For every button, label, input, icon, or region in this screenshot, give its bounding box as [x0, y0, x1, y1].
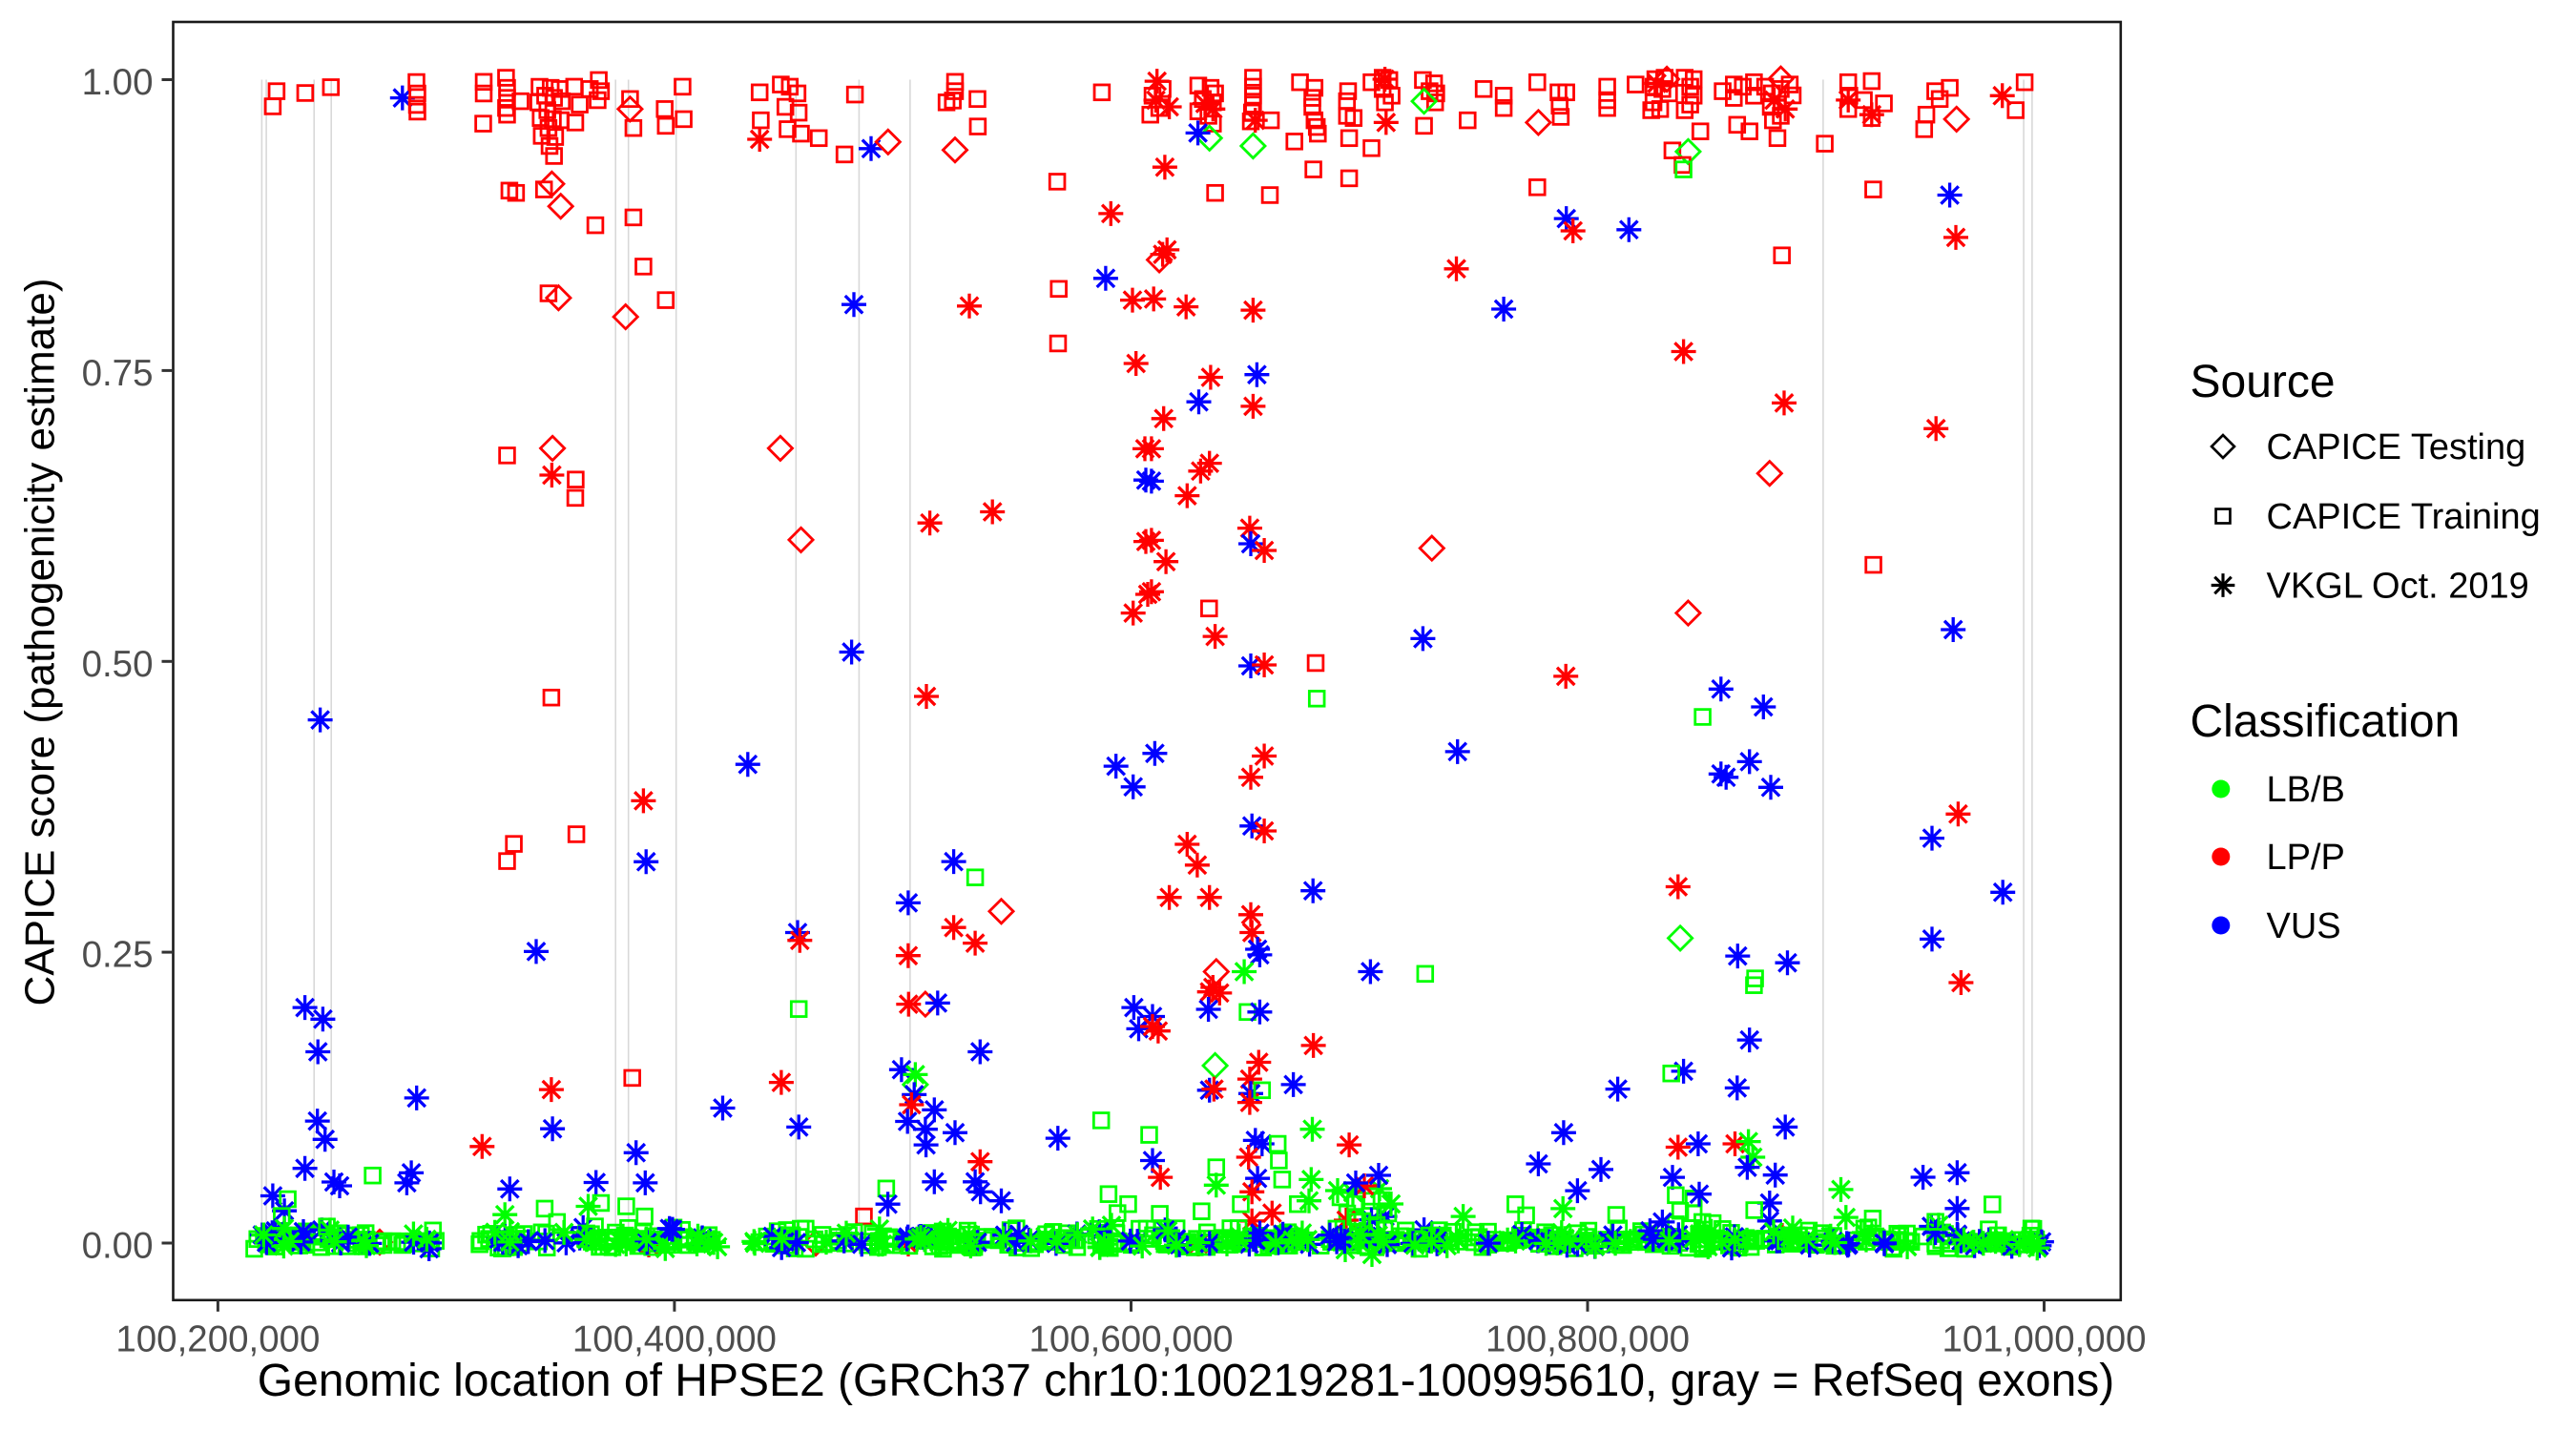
svg-text:LP/P: LP/P: [2267, 838, 2345, 878]
svg-text:CAPICE score (pathogenicity es: CAPICE score (pathogenicity estimate): [17, 279, 64, 1006]
svg-text:Classification: Classification: [2191, 696, 2461, 747]
svg-text:VUS: VUS: [2267, 906, 2341, 946]
svg-text:101,000,000: 101,000,000: [1942, 1319, 2146, 1360]
svg-text:0.00: 0.00: [82, 1226, 154, 1267]
svg-text:0.50: 0.50: [82, 644, 154, 685]
svg-text:CAPICE Testing: CAPICE Testing: [2267, 427, 2526, 467]
svg-text:0.75: 0.75: [82, 353, 154, 394]
svg-text:100,200,000: 100,200,000: [115, 1319, 320, 1360]
svg-text:100,400,000: 100,400,000: [572, 1319, 777, 1360]
svg-text:LB/B: LB/B: [2267, 770, 2345, 810]
svg-text:VKGL Oct. 2019: VKGL Oct. 2019: [2267, 567, 2529, 607]
svg-text:Source: Source: [2191, 357, 2336, 407]
svg-text:CAPICE Training: CAPICE Training: [2267, 497, 2541, 537]
svg-text:100,800,000: 100,800,000: [1485, 1319, 1690, 1360]
svg-text:0.25: 0.25: [82, 935, 154, 976]
svg-text:Genomic location of HPSE2 (GRC: Genomic location of HPSE2 (GRCh37 chr10:…: [258, 1356, 2115, 1406]
svg-text:100,600,000: 100,600,000: [1028, 1319, 1233, 1360]
svg-text:1.00: 1.00: [82, 62, 154, 103]
